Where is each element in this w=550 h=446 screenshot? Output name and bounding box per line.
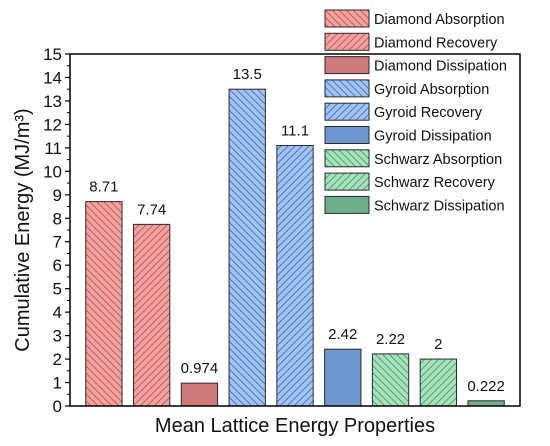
legend-label-gyroid-absorption: Gyroid Absorption	[374, 82, 489, 98]
y-tick-label: 5	[53, 280, 62, 299]
bar-diamond-dissipation	[180, 382, 219, 407]
data-label-gyroid-dissipation: 2.42	[328, 326, 357, 343]
y-tick-label: 3	[53, 327, 62, 346]
legend-swatch-schwarz-dissipation	[324, 195, 370, 214]
y-tick-label: 7	[53, 233, 62, 252]
bar-gyroid-dissipation	[324, 348, 362, 407]
y-tick-label: 0	[53, 397, 62, 416]
y-tick-label: 15	[43, 45, 62, 64]
y-tick-label: 4	[53, 303, 62, 322]
legend-label-gyroid-recovery: Gyroid Recovery	[374, 105, 483, 121]
data-label-gyroid-recovery: 11.1	[281, 123, 309, 140]
legend-swatch-gyroid-absorption	[324, 79, 370, 98]
legend-swatch-schwarz-absorption	[324, 149, 370, 168]
bar-schwarz-absorption	[371, 353, 410, 407]
y-tick-label: 9	[53, 186, 62, 205]
legend-swatch-diamond-recovery	[324, 32, 370, 51]
y-tick-label: 10	[43, 162, 62, 181]
y-tick-label: 2	[53, 350, 62, 369]
data-label-schwarz-absorption: 2.22	[376, 331, 405, 348]
legend-label-schwarz-absorption: Schwarz Absorption	[374, 152, 502, 168]
legend-label-diamond-recovery: Diamond Recovery	[374, 35, 498, 51]
y-tick-label: 8	[53, 209, 62, 228]
legend-label-diamond-dissipation: Diamond Dissipation	[374, 59, 507, 75]
legend-label-schwarz-dissipation: Schwarz Dissipation	[374, 198, 505, 214]
bar-schwarz-recovery	[419, 358, 457, 407]
bar-diamond-absorption	[85, 201, 123, 407]
y-tick-label: 11	[44, 139, 62, 158]
data-label-schwarz-dissipation: 0.222	[467, 378, 505, 395]
legend-swatch-gyroid-recovery	[324, 102, 370, 121]
data-label-diamond-absorption: 8.71	[89, 179, 118, 196]
legend-label-diamond-absorption: Diamond Absorption	[374, 12, 505, 28]
legend-swatch-diamond-dissipation	[324, 56, 370, 75]
legend-swatch-schwarz-recovery	[324, 172, 370, 191]
bar-gyroid-recovery	[276, 145, 314, 407]
data-label-schwarz-recovery: 2	[434, 336, 442, 353]
legend-label-gyroid-dissipation: Gyroid Dissipation	[374, 129, 492, 145]
legend-label-schwarz-recovery: Schwarz Recovery	[374, 175, 496, 191]
legend: Diamond Absorption Diamond Recovery Diamon…	[324, 9, 507, 214]
data-label-diamond-dissipation: 0.974	[181, 360, 219, 377]
bar-diamond-recovery	[133, 223, 171, 407]
y-tick-label: 12	[43, 115, 62, 134]
y-tick-label: 1	[53, 374, 62, 393]
legend-swatch-gyroid-dissipation	[324, 126, 370, 144]
y-tick-label: 14	[43, 68, 62, 87]
y-tick-label: 6	[53, 256, 62, 275]
legend-swatch-diamond-absorption	[324, 9, 370, 28]
bars-group	[85, 88, 505, 407]
bar-schwarz-dissipation	[467, 400, 505, 407]
bar-gyroid-absorption	[228, 88, 266, 407]
data-label-diamond-recovery: 7.74	[137, 201, 166, 218]
x-axis-title: Mean Lattice Energy Properties	[155, 415, 435, 437]
y-tick-label: 13	[43, 92, 62, 111]
y-axis-title: Cumulative Energy (MJ/m³)	[12, 108, 34, 351]
data-label-gyroid-absorption: 13.5	[233, 66, 262, 83]
data-labels-group: 8.71 7.74 0.974 13.5 11.1 2.42 2.22 2 0.222	[89, 66, 505, 395]
